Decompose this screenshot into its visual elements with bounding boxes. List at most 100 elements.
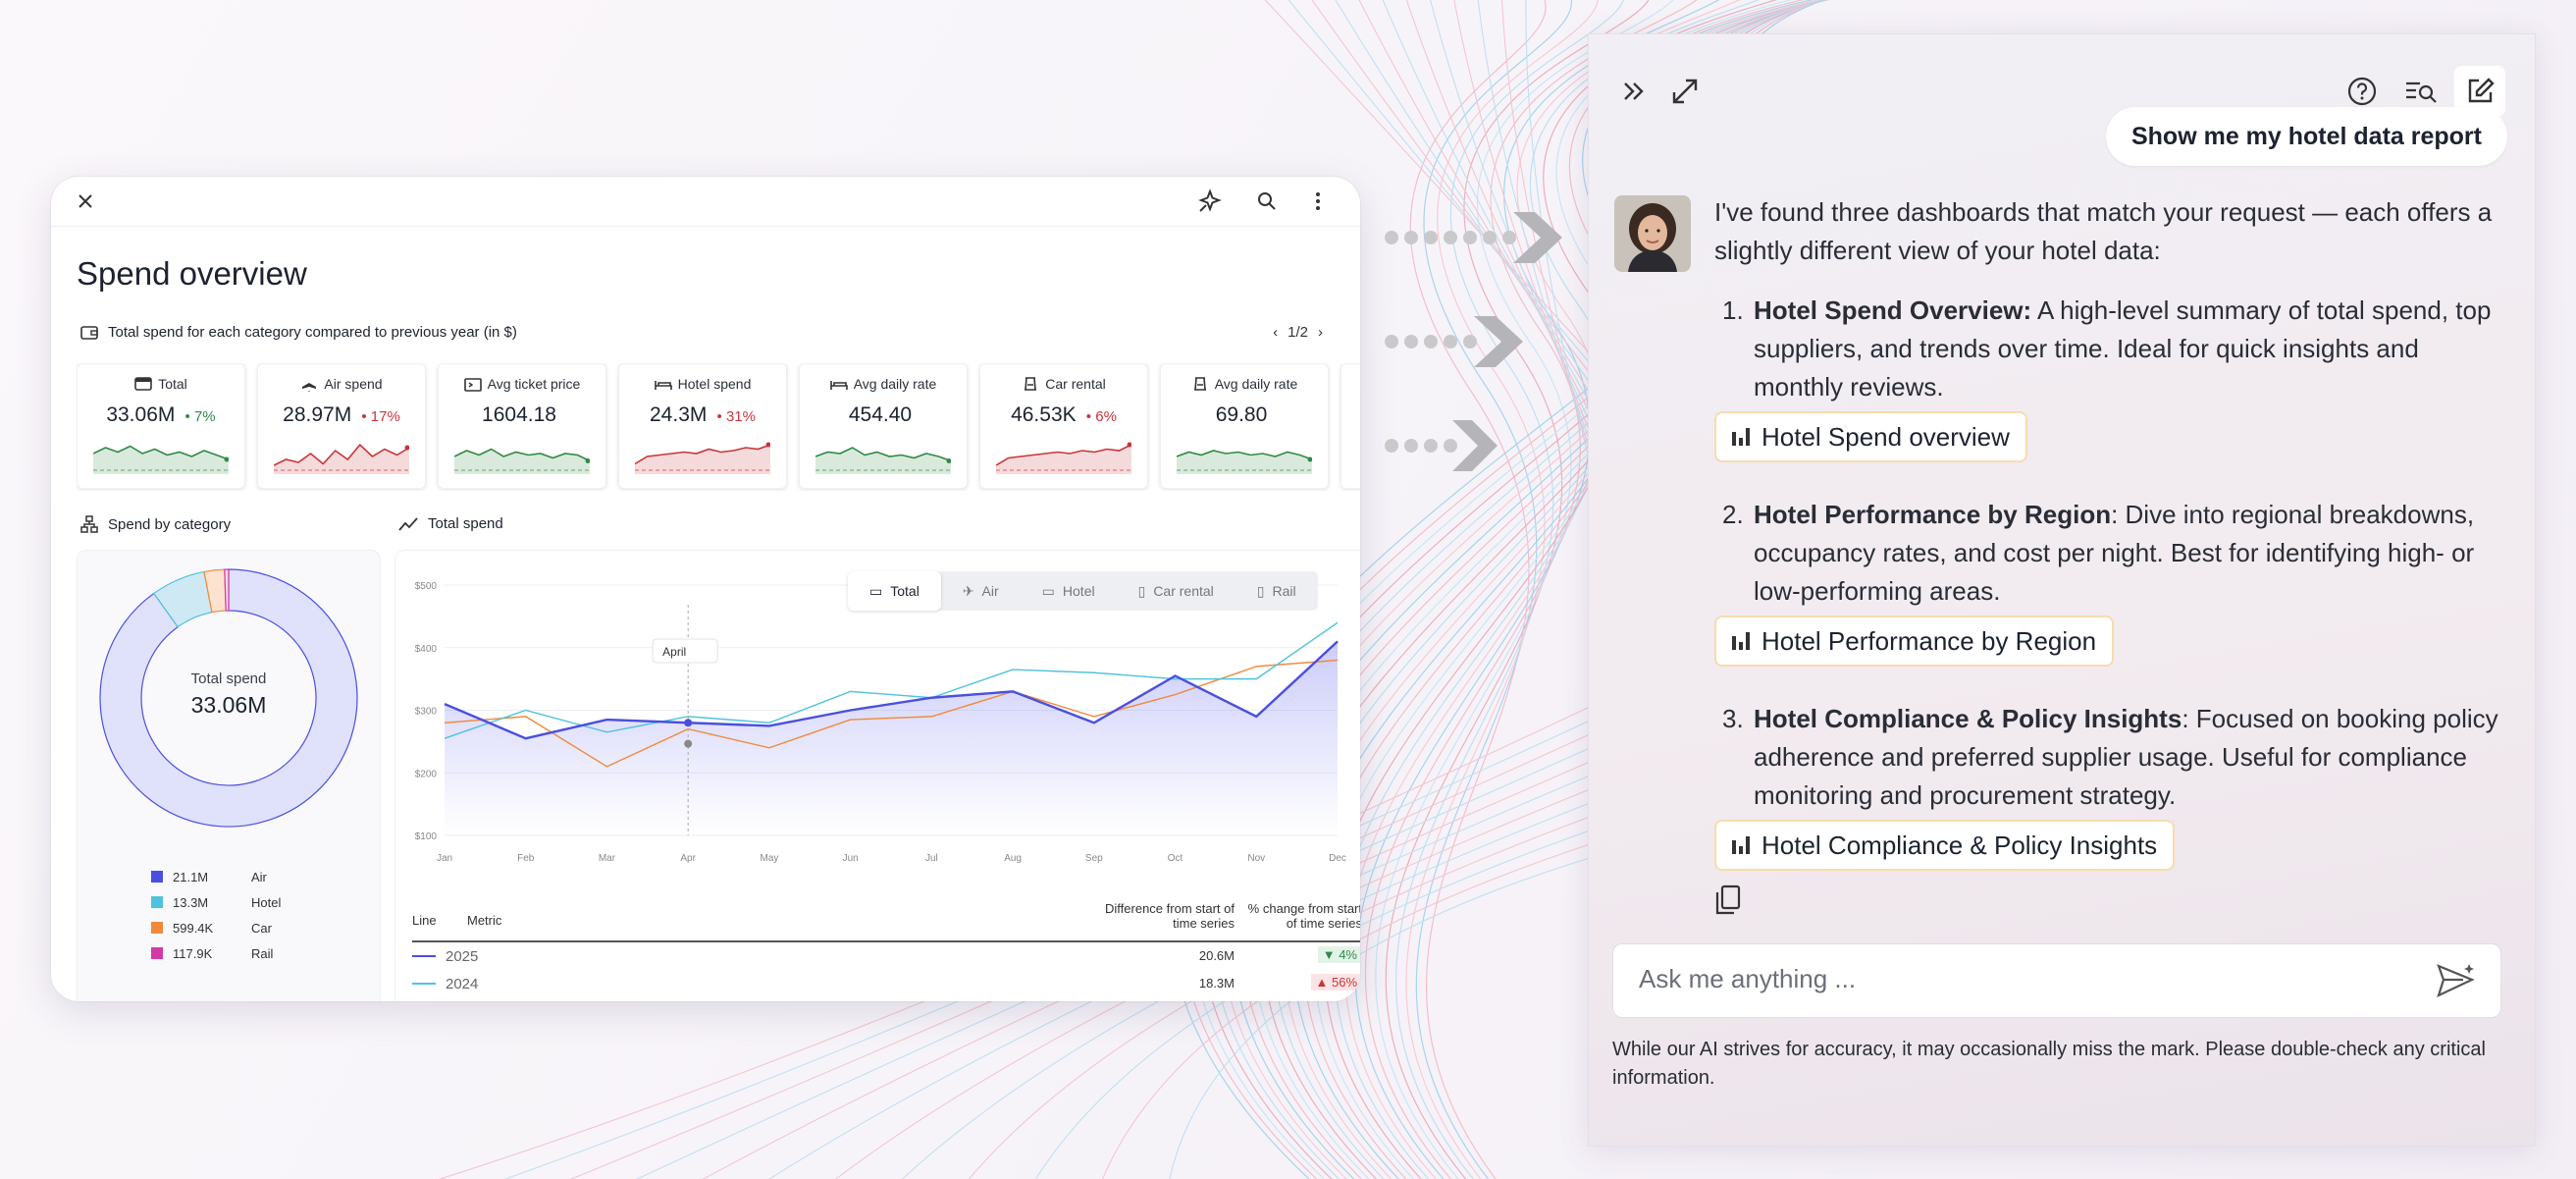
series-line[interactable]: [444, 621, 1339, 739]
kpi-card[interactable]: Car rental 46.53K • 6%: [979, 363, 1148, 489]
legend-value: 117.9K: [173, 945, 213, 961]
line-swatch: [412, 955, 436, 957]
line-year: 2025: [446, 948, 479, 965]
kpi-value: 69.80: [1161, 403, 1328, 427]
chevron-left-icon[interactable]: ‹: [1273, 324, 1279, 341]
kpi-card[interactable]: Avg daily rate 69.80: [1160, 363, 1329, 489]
kpi-sparkline: [274, 443, 409, 474]
series-line[interactable]: [444, 640, 1339, 740]
chat-input-placeholder: Ask me anything ...: [1639, 964, 1857, 993]
kpi-card[interactable]: Avg daily rate 454.40: [799, 363, 968, 489]
kpi-title: Avg daily rate: [800, 376, 967, 392]
y-tick-label: $300: [415, 707, 438, 718]
hover-point: [684, 739, 693, 748]
tab-total[interactable]: ▭ Total: [848, 571, 941, 611]
tab-icon: ▯: [1137, 582, 1146, 599]
legend-swatch: [151, 896, 163, 908]
x-tick-label: Apr: [680, 853, 696, 864]
more-vertical-icon[interactable]: [1305, 188, 1331, 214]
kpi-title: Total: [78, 376, 244, 392]
area-fill: [445, 641, 1338, 835]
tab-label: Car rental: [1153, 583, 1214, 599]
help-icon[interactable]: [2340, 70, 2384, 113]
x-tick-label: Oct: [1168, 853, 1183, 864]
contour-line: [1405, 0, 1599, 1179]
kpi-sparkline: [1177, 450, 1312, 474]
flow-arrow-3: [1385, 420, 1498, 471]
table-row: 2024 18.3M ▲ 56%: [412, 970, 1360, 997]
legend-label: Air: [251, 869, 267, 884]
page-title: Spend overview: [77, 255, 307, 292]
copy-icon[interactable]: [1714, 884, 1742, 921]
kpi-value: 46.53K • 6%: [980, 403, 1147, 427]
search-history-icon[interactable]: [2399, 70, 2443, 113]
x-tick-label: Nov: [1247, 853, 1265, 864]
donut-center-value: 33.06M: [190, 692, 267, 718]
kpi-card[interactable]: Avg ticket price 1604.18: [438, 363, 606, 489]
bed-icon: [654, 381, 672, 390]
legend-item: 21.1M Air: [151, 864, 281, 889]
kpi-title: Car rental: [980, 376, 1147, 392]
tab-air[interactable]: ✈ Air: [941, 571, 1021, 611]
wallet-icon: [134, 377, 153, 391]
dashboard-toolbar: [51, 177, 1360, 227]
collapse-panel-icon[interactable]: [1612, 70, 1656, 113]
legend-swatch: [151, 947, 163, 959]
x-tick-label: Aug: [1004, 853, 1022, 864]
kpi-value: 28.97M • 17%: [258, 403, 425, 427]
kpi-card[interactable]: Hotel spend 24.3M • 31%: [618, 363, 787, 489]
kpi-delta: • 31%: [712, 408, 756, 425]
dashboard-link-hotel-performance-by-region[interactable]: Hotel Performance by Region: [1714, 616, 2115, 667]
donut-chart: [99, 568, 358, 828]
expand-icon[interactable]: [1663, 70, 1707, 113]
donut-slice[interactable]: [99, 568, 358, 828]
dashboard-link-hotel-spend-overview[interactable]: Hotel Spend overview: [1714, 411, 2027, 462]
tab-hotel[interactable]: ▭ Hotel: [1021, 571, 1117, 611]
kpi-value-text: 28.97M: [283, 403, 352, 426]
kpi-value-text: 33.06M: [106, 403, 176, 426]
x-tick-label: Jul: [925, 853, 938, 864]
y-tick-label: $100: [415, 831, 438, 842]
user-message-bubble: Show me my hotel data report: [2105, 107, 2507, 166]
donut-center-label: Total spend: [190, 670, 267, 687]
tab-label: Total: [890, 583, 920, 599]
tooltip: [652, 638, 718, 664]
chat-input[interactable]: Ask me anything ...: [1612, 943, 2501, 1018]
kpi-sparkline: [93, 445, 229, 474]
kpi-title: Air spend: [258, 376, 425, 392]
hierarchy-icon: [80, 515, 98, 533]
series-line[interactable]: [444, 659, 1339, 768]
search-icon[interactable]: [1254, 188, 1280, 214]
assistant-intro-text: I've found three dashboards that match y…: [1714, 197, 2493, 265]
send-icon[interactable]: [2436, 962, 2477, 1004]
tab-car-rental[interactable]: ▯ Car rental: [1117, 571, 1235, 611]
tab-label: Air: [981, 583, 999, 599]
legend-value: 21.1M: [173, 869, 209, 884]
kpi-card-partial[interactable]: [1341, 363, 1360, 489]
donut-slice[interactable]: [224, 568, 230, 612]
kpi-value-text: 24.3M: [650, 403, 708, 426]
x-tick-label: Sep: [1085, 853, 1103, 864]
kpi-value: 1604.18: [439, 403, 605, 427]
total-spend-line-chart: $500 $400 $300 $200 $100 Jan Feb Mar Apr May Jun Ju…: [415, 581, 1346, 864]
percent-change: ▼ 4%: [1317, 946, 1360, 963]
dashboard-link-hotel-compliance-policy[interactable]: Hotel Compliance & Policy Insights: [1714, 820, 2176, 871]
legend-item: 117.9K Rail: [151, 940, 281, 966]
ai-chat-panel: Show me my hotel data report I've found …: [1588, 33, 2536, 1147]
contour-line: [1477, 0, 1591, 443]
kpi-card[interactable]: Air spend 28.97M • 17%: [257, 363, 426, 489]
kpi-card[interactable]: Total 33.06M • 7%: [77, 363, 245, 489]
x-tick-label: May: [760, 853, 778, 864]
tab-rail[interactable]: ▯ Rail: [1235, 571, 1318, 611]
assistant-avatar: [1614, 195, 1691, 272]
chevron-right-icon[interactable]: ›: [1318, 324, 1323, 341]
ai-sparkle-icon[interactable]: [1197, 188, 1223, 214]
kpi-title: Avg daily rate: [1161, 376, 1328, 392]
close-icon[interactable]: [73, 188, 98, 214]
kpi-title-text: Avg daily rate: [853, 376, 937, 392]
hover-point: [684, 719, 693, 727]
flow-arrow-2: [1385, 316, 1523, 367]
tab-label: Rail: [1272, 583, 1296, 599]
table-row: 2025 20.6M ▼ 4%: [412, 942, 1360, 970]
percent-change: ▲ 56%: [1310, 974, 1360, 991]
